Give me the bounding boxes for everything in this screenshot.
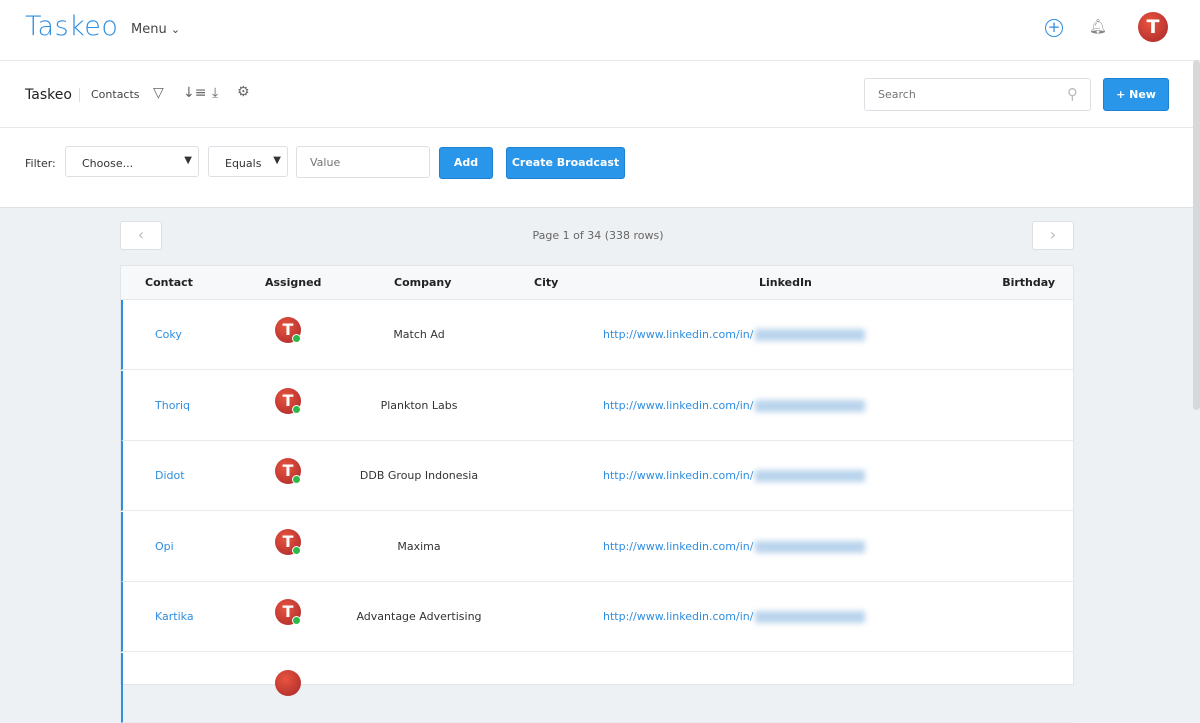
pagination-status: Page 1 of 34 (338 rows) xyxy=(532,229,664,242)
contact-link[interactable]: Opi xyxy=(155,539,174,553)
linkedin-link[interactable]: http://www.linkedin.com/in/ xyxy=(603,610,754,623)
redacted-text xyxy=(755,329,866,341)
search-icon[interactable]: ⚲ xyxy=(1067,85,1078,103)
redacted-text xyxy=(755,611,866,623)
company-cell: Maxima xyxy=(397,539,441,553)
linkedin-link[interactable]: http://www.linkedin.com/in/ xyxy=(603,398,754,412)
online-status-dot xyxy=(292,334,301,343)
linkedin-cell: http://www.linkedin.com/in/ xyxy=(603,610,866,623)
table-row[interactable]: Didot T DDB Group Indonesia http://www.l… xyxy=(121,441,1073,511)
assigned-avatar: T xyxy=(275,317,301,343)
linkedin-cell: http://www.linkedin.com/in/ xyxy=(603,539,866,553)
col-company[interactable]: Company xyxy=(394,276,452,289)
scrollbar[interactable] xyxy=(1193,60,1200,410)
filter-icon[interactable]: ▽ xyxy=(153,85,164,101)
next-page-button[interactable]: › xyxy=(1032,221,1074,250)
chevron-down-icon: ▼ xyxy=(273,155,281,166)
download-icon[interactable]: ⤓ xyxy=(212,85,219,101)
search-input[interactable]: ⚲ xyxy=(864,78,1091,111)
col-contact[interactable]: Contact xyxy=(145,276,193,289)
linkedin-cell: http://www.linkedin.com/in/ xyxy=(603,398,866,412)
filter-operator-select[interactable]: Equals ▼ xyxy=(208,146,288,177)
settings-gear-icon[interactable]: ⚙ xyxy=(237,84,250,100)
contact-link[interactable]: Thoriq xyxy=(155,398,190,412)
online-status-dot xyxy=(292,404,301,414)
menu-label: Menu xyxy=(131,22,167,37)
table-row[interactable]: Coky T Match Ad http://www.linkedin.com/… xyxy=(121,300,1073,370)
create-broadcast-button[interactable]: Create Broadcast xyxy=(506,147,625,179)
table-row[interactable] xyxy=(121,652,1073,723)
linkedin-link[interactable]: http://www.linkedin.com/in/ xyxy=(603,539,754,553)
table-row[interactable]: Kartika T Advantage Advertising http://w… xyxy=(121,582,1073,652)
filter-operator-value: Equals xyxy=(225,157,262,170)
contact-link[interactable]: Coky xyxy=(155,328,182,341)
filter-bar: Filter: Choose... ▼ Equals ▼ Add Create Br… xyxy=(0,128,1200,208)
linkedin-cell: http://www.linkedin.com/in/ xyxy=(603,328,866,341)
col-linkedin[interactable]: LinkedIn xyxy=(759,276,812,289)
linkedin-cell: http://www.linkedin.com/in/ xyxy=(603,469,866,482)
chevron-down-icon: ⌄ xyxy=(170,23,181,36)
add-circle-icon[interactable]: + xyxy=(1045,19,1063,37)
company-cell: Match Ad xyxy=(393,328,445,341)
search-field[interactable] xyxy=(878,88,1068,101)
page-toolbar: Taskeo Contacts ▽ ↓≡ ⤓ ⚙ ⚲ + New xyxy=(0,61,1200,128)
col-assigned[interactable]: Assigned xyxy=(265,276,322,289)
col-birthday[interactable]: Birthday xyxy=(1002,276,1055,289)
new-button[interactable]: + New xyxy=(1103,78,1169,111)
menu-dropdown[interactable]: Menu ⌄ xyxy=(131,22,180,37)
company-cell: DDB Group Indonesia xyxy=(359,469,479,482)
linkedin-link[interactable]: http://www.linkedin.com/in/ xyxy=(603,469,754,482)
table-row[interactable]: Opi T Maxima http://www.linkedin.com/in/ xyxy=(121,511,1073,582)
breadcrumb-root[interactable]: Taskeo xyxy=(25,87,72,103)
filter-label: Filter: xyxy=(25,157,56,170)
online-status-dot xyxy=(292,475,301,484)
contact-link[interactable]: Didot xyxy=(155,469,185,482)
contact-link[interactable]: Kartika xyxy=(155,610,194,623)
chevron-down-icon: ▼ xyxy=(184,155,192,166)
logo[interactable]: Taskeo xyxy=(25,11,119,42)
redacted-text xyxy=(755,470,866,482)
col-city[interactable]: City xyxy=(534,276,559,289)
breadcrumb-divider xyxy=(79,88,80,102)
table-header: Contact Assigned Company City LinkedIn B… xyxy=(121,266,1073,300)
bell-icon[interactable]: 🔔︎ xyxy=(1089,19,1107,35)
filter-field-select[interactable]: Choose... ▼ xyxy=(65,146,199,177)
company-cell: Plankton Labs xyxy=(380,398,458,412)
contacts-table: Contact Assigned Company City LinkedIn B… xyxy=(120,265,1074,723)
assigned-avatar xyxy=(275,669,301,696)
online-status-dot xyxy=(292,616,301,625)
sort-icon[interactable]: ↓≡ xyxy=(183,85,207,101)
prev-page-button[interactable]: ‹ xyxy=(120,221,162,250)
online-status-dot xyxy=(292,545,301,555)
filter-value-input[interactable] xyxy=(296,146,430,178)
user-avatar[interactable]: T xyxy=(1138,12,1168,42)
redacted-text xyxy=(755,399,866,412)
breadcrumb-page: Contacts xyxy=(91,88,140,101)
table-row[interactable]: Thoriq T Plankton Labs http://www.linked… xyxy=(121,370,1073,441)
filter-field-value: Choose... xyxy=(82,157,134,170)
top-header: Taskeo Menu ⌄ + 🔔︎ T xyxy=(0,0,1200,61)
company-cell: Advantage Advertising xyxy=(356,610,482,623)
redacted-text xyxy=(755,540,866,553)
linkedin-link[interactable]: http://www.linkedin.com/in/ xyxy=(603,328,754,341)
add-filter-button[interactable]: Add xyxy=(439,147,493,179)
